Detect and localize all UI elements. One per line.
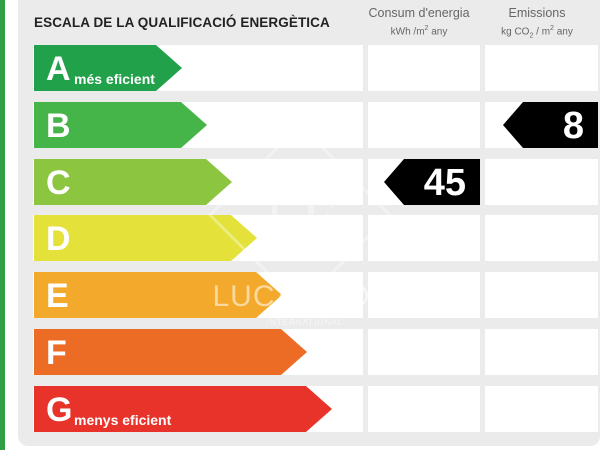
class-letter: B (46, 106, 71, 145)
class-letter: C (46, 163, 71, 202)
class-letter: A (46, 50, 71, 88)
consum-cell (368, 101, 480, 148)
class-letter: D (46, 220, 71, 259)
emissions-cell (485, 215, 598, 262)
class-arrow-c: C (34, 158, 232, 205)
emissions-cell (485, 329, 598, 375)
class-arrow-b: B (34, 101, 207, 148)
consum-unit: kWh /m2 any (390, 25, 448, 38)
emissions-label: Emissions (508, 6, 566, 20)
emissions-rating-indicator: 8 (503, 101, 598, 148)
consum-rating-value: 45 (423, 161, 466, 204)
consum-column-header: Consum d'energia kWh /m2 any (368, 6, 470, 39)
consum-cell (368, 329, 480, 375)
emissions-cell (485, 385, 598, 432)
emissions-cell (485, 158, 598, 205)
label-title: ESCALA DE LA QUALIFICACIÓ ENERGÈTICA (34, 15, 330, 30)
emissions-unit: kg CO2 / m2 any (501, 25, 573, 40)
emissions-column-header: Emissions kg CO2 / m2 any (485, 6, 589, 43)
left-accent-bar (0, 0, 5, 450)
class-description: més eficient (74, 71, 155, 87)
consum-cell (368, 272, 480, 319)
consum-cell (368, 385, 480, 432)
class-letter: E (46, 277, 69, 316)
consum-label: Consum d'energia (368, 6, 470, 20)
emissions-rating-value: 8 (562, 104, 584, 147)
class-letter: G (46, 390, 73, 429)
consum-cell (368, 215, 480, 262)
consum-rating-indicator: 45 (384, 158, 480, 205)
class-letter: F (46, 334, 67, 372)
emissions-cell (485, 45, 598, 91)
class-arrow-e: E (34, 272, 282, 319)
consum-cell (368, 45, 480, 91)
class-description: menys eficient (74, 411, 172, 428)
emissions-cell (485, 272, 598, 319)
class-arrow-f: F (34, 329, 307, 375)
class-arrow-d: D (34, 215, 257, 262)
